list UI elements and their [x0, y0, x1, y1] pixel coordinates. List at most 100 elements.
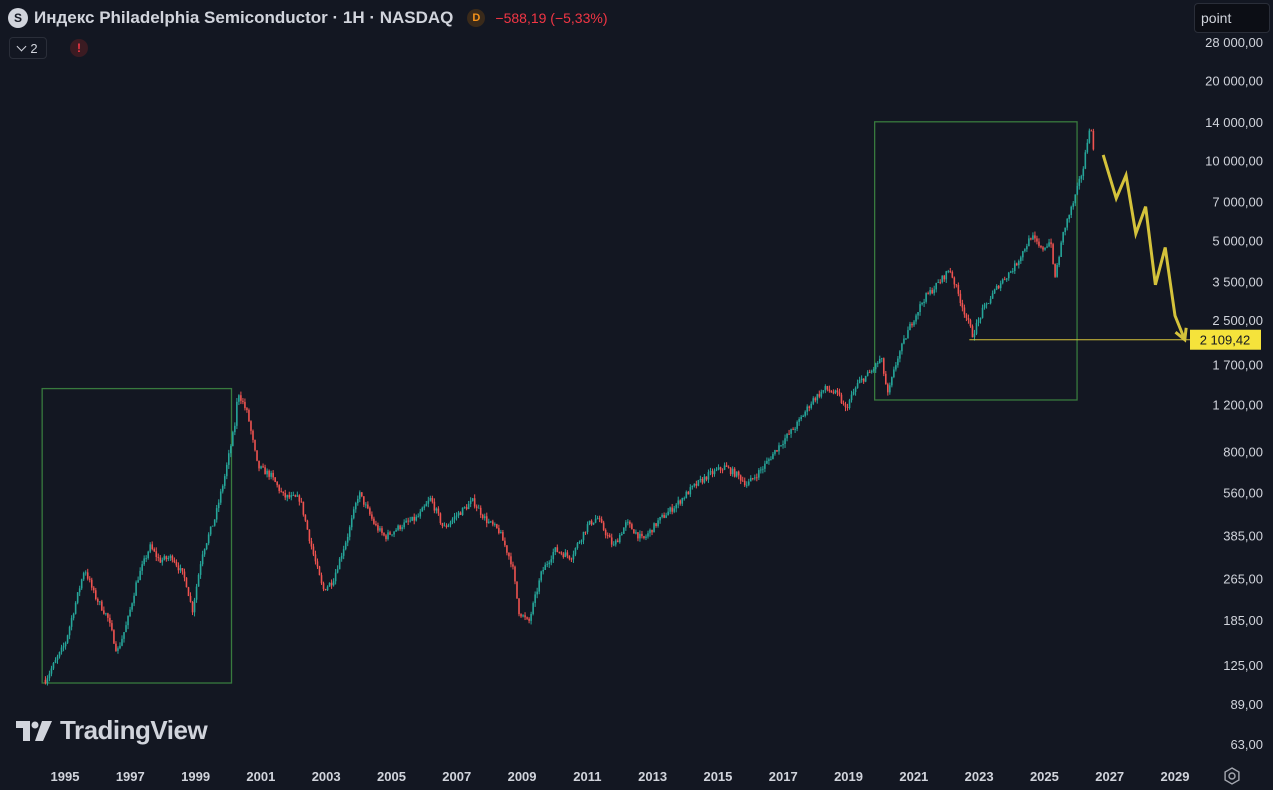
candle	[284, 489, 287, 501]
candle	[383, 532, 385, 537]
candle	[737, 470, 740, 480]
candle	[1011, 267, 1014, 274]
candle	[616, 538, 619, 543]
candle	[637, 532, 639, 542]
candle	[816, 393, 819, 404]
candle	[770, 456, 772, 461]
candle	[121, 635, 123, 647]
forecast-arrow[interactable]	[1101, 154, 1187, 341]
candle	[123, 632, 125, 643]
candle	[262, 463, 264, 468]
candle	[814, 396, 817, 403]
candle	[496, 523, 498, 529]
candle	[836, 387, 839, 397]
candle	[1064, 227, 1066, 236]
candle	[542, 566, 544, 575]
highlight-box-0[interactable]	[41, 387, 233, 684]
candle	[149, 542, 152, 554]
candle	[1001, 278, 1004, 285]
candle	[949, 267, 952, 274]
indicators-toggle-button[interactable]: 2	[9, 37, 47, 59]
candle	[405, 517, 407, 523]
candle	[240, 391, 242, 405]
candle	[780, 445, 782, 447]
candle	[629, 520, 631, 528]
x-tick-label: 1995	[51, 769, 80, 784]
candle	[627, 519, 629, 526]
y-tick-label: 7 000,00	[1212, 195, 1263, 210]
candle	[449, 520, 452, 528]
candle	[1020, 255, 1022, 264]
candle	[80, 578, 83, 590]
symbol-search-input[interactable]: point	[1194, 3, 1270, 33]
candle	[443, 522, 446, 527]
candle	[492, 519, 494, 527]
candle	[1080, 174, 1083, 183]
candle	[300, 497, 303, 503]
candle	[187, 586, 190, 597]
candle	[377, 522, 379, 533]
candle	[348, 525, 351, 541]
candle	[594, 514, 597, 524]
candle	[99, 601, 101, 606]
symbol-icon[interactable]: S	[8, 8, 28, 28]
candle	[489, 520, 492, 524]
candle	[685, 490, 688, 499]
candle	[975, 319, 978, 336]
candle	[230, 444, 232, 458]
candle	[566, 550, 569, 559]
y-tick-label: 20 000,00	[1205, 74, 1263, 89]
candle	[375, 520, 377, 527]
x-tick-label: 2009	[508, 769, 537, 784]
candle	[84, 570, 87, 576]
candle	[411, 516, 414, 522]
x-tick-label: 2021	[899, 769, 928, 784]
candle	[314, 550, 317, 565]
candle	[764, 460, 766, 473]
candle	[643, 535, 645, 540]
candle	[743, 477, 746, 487]
alert-icon[interactable]: !	[70, 39, 88, 57]
candle	[163, 554, 166, 561]
candle	[806, 404, 809, 416]
candle	[155, 547, 158, 562]
candle	[171, 554, 174, 563]
candle	[620, 531, 623, 536]
candle	[312, 543, 315, 557]
candle	[979, 317, 982, 324]
candle	[659, 516, 661, 524]
candle	[899, 350, 901, 363]
candle	[131, 602, 133, 612]
x-tick-label: 2013	[638, 769, 667, 784]
settings-gear-icon[interactable]	[1222, 766, 1242, 786]
candle	[244, 398, 246, 411]
symbol-title[interactable]: Индекс Philadelphia Semiconductor · 1H ·…	[34, 8, 454, 27]
candle	[893, 366, 895, 379]
candle	[860, 375, 863, 383]
candle	[248, 408, 250, 422]
candle	[889, 382, 891, 395]
highlight-box-1[interactable]	[873, 121, 1078, 401]
candle	[552, 548, 555, 563]
candle	[661, 513, 663, 519]
candle	[298, 494, 301, 506]
candle	[1070, 205, 1073, 218]
candle	[367, 501, 369, 510]
candle	[832, 389, 835, 395]
candle	[580, 539, 583, 545]
candle	[52, 661, 55, 671]
candle	[703, 474, 706, 484]
candle	[143, 555, 145, 566]
candle	[228, 449, 230, 469]
candle	[203, 548, 206, 557]
candle	[50, 665, 53, 677]
candle	[717, 464, 720, 471]
candle	[147, 550, 149, 560]
candle	[510, 552, 512, 568]
candle	[423, 504, 426, 511]
tradingview-logo[interactable]: TradingView	[14, 715, 208, 746]
candle	[1042, 245, 1044, 252]
candle	[401, 524, 403, 532]
data-badge-icon[interactable]: D	[467, 9, 486, 27]
